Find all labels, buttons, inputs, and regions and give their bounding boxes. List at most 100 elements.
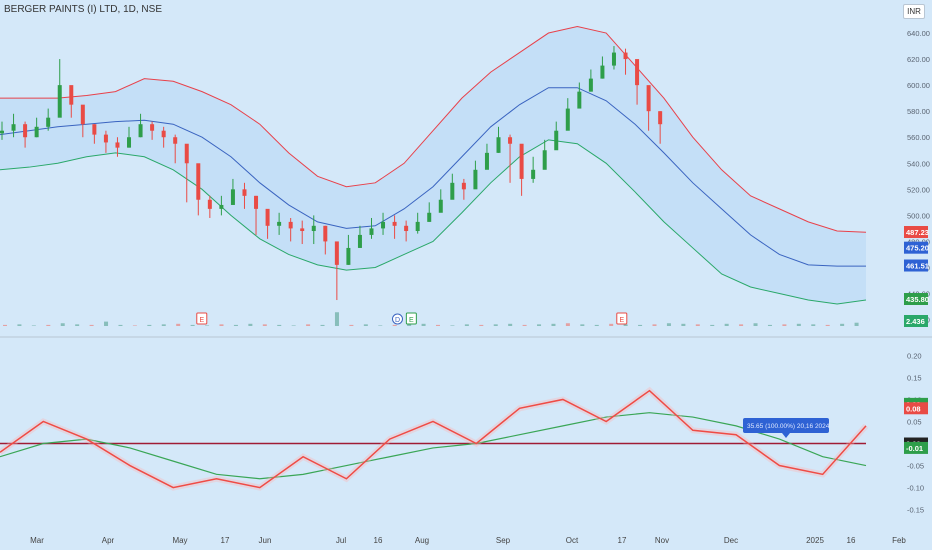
time-axis-tick: 2025 [806, 536, 824, 545]
candle-body [323, 225, 328, 242]
candle-body [184, 143, 189, 164]
price-axis-tick: 640.00 [907, 29, 930, 38]
price-label: 2.436 [906, 317, 925, 326]
candle-body [127, 137, 132, 148]
volume-bar [176, 323, 181, 326]
volume-bar [233, 324, 238, 326]
price-label-bg [904, 315, 928, 327]
volume-bar [392, 324, 397, 326]
volume-bar [219, 324, 224, 326]
dividend-marker: D [391, 313, 403, 325]
oscillator-glow [0, 386, 869, 491]
candle-body [519, 143, 524, 179]
price-axis-tick: 500.00 [907, 211, 930, 220]
time-axis-tick: Dec [724, 536, 738, 545]
candle-body [484, 152, 489, 170]
candle-body [635, 59, 640, 86]
price-label-bg [904, 259, 928, 272]
candle-body [69, 85, 74, 105]
candle-body [646, 85, 651, 112]
volume-bar [551, 323, 556, 326]
candle-body [381, 221, 386, 229]
volume-bar [248, 323, 253, 326]
time-axis-tick: Feb [892, 536, 906, 545]
volume-bar [753, 323, 758, 326]
bollinger-fill [0, 26, 866, 304]
candle-body [346, 247, 351, 265]
time-axis-tick: 17 [618, 536, 627, 545]
candle-body [461, 182, 466, 190]
time-axis-tick: Mar [30, 536, 44, 545]
volume-bar [3, 324, 7, 326]
volume-bar [652, 324, 657, 326]
volume-bar [508, 323, 513, 326]
candle-body [542, 150, 547, 170]
price-label-bg [904, 241, 928, 254]
candle-body [0, 130, 4, 134]
chart-title: BERGER PAINTS (I) LTD, 1D, NSE [4, 4, 162, 15]
oscillator-label-bg [904, 402, 928, 415]
volume-bar [623, 324, 628, 326]
candle-body [34, 126, 39, 138]
volume-bar [638, 324, 643, 326]
time-axis-tick: Aug [415, 536, 429, 545]
candle-body [554, 130, 559, 151]
candle-body [265, 208, 270, 226]
candle-body [450, 182, 455, 200]
tooltip-text: 35.65 (100.00%) 20,16 2024 [747, 423, 830, 430]
price-axis-tick: 600.00 [907, 81, 930, 90]
candle-body [427, 212, 432, 222]
volume-bar [190, 324, 195, 326]
price-axis-tick: 620.00 [907, 55, 930, 64]
volume-bar [724, 323, 729, 326]
volume-bar [46, 324, 51, 326]
candle-body [219, 204, 224, 209]
candle-body [577, 91, 582, 109]
candle-body [300, 228, 305, 232]
earnings-marker: E [196, 312, 208, 325]
oscillator-axis-tick: -0.05 [907, 462, 924, 471]
volume-bar [681, 323, 686, 326]
candle-body [254, 195, 259, 209]
candle-body [531, 169, 536, 179]
bollinger-upper-line [0, 26, 867, 233]
volume-bar [666, 323, 671, 326]
volume-bar [132, 325, 137, 326]
volume-bar [104, 321, 109, 326]
time-axis-tick: Sep [496, 536, 511, 545]
oscillator-label: 0.08 [906, 404, 921, 413]
volume-bar [262, 324, 267, 326]
volume-bar [161, 324, 166, 326]
volume-bar [537, 324, 542, 326]
candle-body [311, 225, 316, 232]
price-label: 435.80 [906, 295, 929, 304]
signal-line [0, 412, 867, 480]
volume-bar [89, 324, 94, 326]
oscillator-axis-tick: 0.05 [907, 417, 922, 426]
volume-bar [349, 324, 354, 326]
candle-body [277, 221, 282, 226]
volume-bar [840, 323, 845, 326]
candle-body [207, 199, 212, 209]
time-axis-tick: Apr [102, 536, 115, 545]
event-marker-label: E [199, 317, 204, 324]
volume-bar [291, 325, 296, 326]
time-axis-tick: Jul [336, 536, 346, 545]
candle-body [57, 85, 62, 118]
candle-body [392, 221, 397, 226]
volume-bar [594, 324, 599, 326]
volume-bar [17, 324, 22, 326]
price-axis-tick: 520.00 [907, 185, 930, 194]
volume-bar [306, 324, 311, 326]
candle-body [138, 124, 143, 138]
volume-bar [205, 325, 210, 326]
oscillator-axis-tick: 0.15 [907, 373, 922, 382]
candle-body [92, 124, 97, 135]
price-label: 487.23 [906, 228, 929, 237]
candle-body [242, 189, 247, 196]
candle-body [288, 221, 293, 229]
oscillator-axis-tick: -0.10 [907, 484, 924, 493]
candle-body [230, 189, 235, 205]
currency-button[interactable]: INR [903, 4, 925, 19]
candle-body [404, 225, 409, 232]
